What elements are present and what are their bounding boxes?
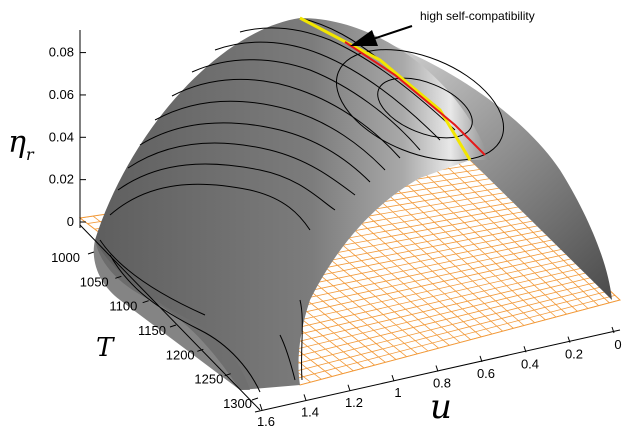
y-tick-label: 1150 <box>138 323 166 338</box>
y-tick-label: 1100 <box>109 299 137 314</box>
x-tick-mark <box>435 365 439 372</box>
contour-line <box>99 239 206 316</box>
contour-line <box>279 334 296 381</box>
x-tick-mark <box>567 336 571 343</box>
annotation-text: high self-compatibility <box>420 9 535 23</box>
contour-line <box>191 59 421 151</box>
contour-line <box>139 122 371 183</box>
y-tick-label: 1200 <box>166 347 195 362</box>
z-tick-label: 0.02 <box>49 172 74 187</box>
x-tick-label: 1.2 <box>345 395 363 410</box>
z-tick-label: 0.06 <box>49 87 74 102</box>
x-tick-mark <box>303 394 307 401</box>
y-tick-label: 1050 <box>80 274 109 289</box>
x-tick-label: 0.8 <box>433 376 451 391</box>
x-tick-mark <box>611 326 615 334</box>
x-axis: 1.6 1.4 1.2 1 0.8 0.6 0.4 0.2 0 u <box>254 326 622 426</box>
x-tick-label: 0.4 <box>521 356 539 371</box>
z-axis: 0 0.02 0.04 0.06 0.08 η r <box>8 30 86 229</box>
plane-grid-line <box>456 161 610 304</box>
x-tick-mark <box>259 403 263 411</box>
contour-line <box>117 163 336 211</box>
y-tick-mark <box>224 373 231 377</box>
x-tick-label: 1.4 <box>301 404 319 419</box>
y-tick-label: 1250 <box>194 372 223 387</box>
ridge-line-red <box>344 41 486 156</box>
y-tick-label: 1300 <box>223 396 252 411</box>
surface <box>93 16 612 393</box>
x-tick-mark <box>523 346 527 353</box>
contour-line <box>127 142 356 196</box>
y-axis-label: T <box>96 333 115 363</box>
contour-line <box>299 17 381 61</box>
z-axis-label: η <box>8 125 26 160</box>
y-tick-label: 1000 <box>51 250 80 265</box>
contour-line <box>299 299 303 381</box>
plane-grid-line <box>443 163 599 306</box>
plane-grid-line <box>430 165 589 309</box>
x-tick-label: 0.6 <box>477 366 495 381</box>
contour-line <box>109 254 261 393</box>
annotation: high self-compatibility <box>350 9 535 46</box>
y-tick-mark <box>169 324 177 328</box>
x-axis-label: u <box>430 387 452 426</box>
surface-main-face <box>95 18 490 390</box>
annotation-arrowhead <box>350 30 378 46</box>
contour-line <box>109 183 311 231</box>
z-tick-label: 0.04 <box>49 129 74 144</box>
contour-line <box>239 27 456 131</box>
contour-ellipse-outer <box>335 49 505 161</box>
plane-grid-line <box>292 294 616 380</box>
y-tick-mark <box>251 397 259 401</box>
contour-ellipse-inner <box>377 77 473 139</box>
z-tick-label: 0.08 <box>49 45 74 60</box>
ridge-line-yellow <box>299 16 472 161</box>
plane-grid-line <box>270 280 601 364</box>
x-tick-label: 0 <box>614 337 621 352</box>
plane-grid-line <box>277 285 606 369</box>
y-tick-mark <box>87 251 95 255</box>
contour-line <box>214 41 441 141</box>
z-tick-label: 0 <box>67 214 74 229</box>
plane-grid-line <box>417 167 578 312</box>
x-tick-mark <box>391 374 395 382</box>
x-tick-mark <box>347 384 351 391</box>
z-axis-label-sub: r <box>26 145 35 164</box>
x-tick-mark <box>479 355 483 363</box>
y-tick-mark <box>197 348 204 352</box>
x-tick-label: 1 <box>394 385 401 400</box>
y-tick-mark <box>115 275 122 279</box>
x-tick-label: 0.2 <box>565 347 583 362</box>
plane-grid-line <box>263 276 596 358</box>
contour-line <box>154 100 386 171</box>
annotation-arrow-shaft <box>369 25 413 41</box>
plane-grid-line <box>285 290 611 375</box>
x-tick-label: 1.6 <box>257 414 275 426</box>
contour-line <box>171 78 401 159</box>
y-tick-mark <box>142 300 149 304</box>
